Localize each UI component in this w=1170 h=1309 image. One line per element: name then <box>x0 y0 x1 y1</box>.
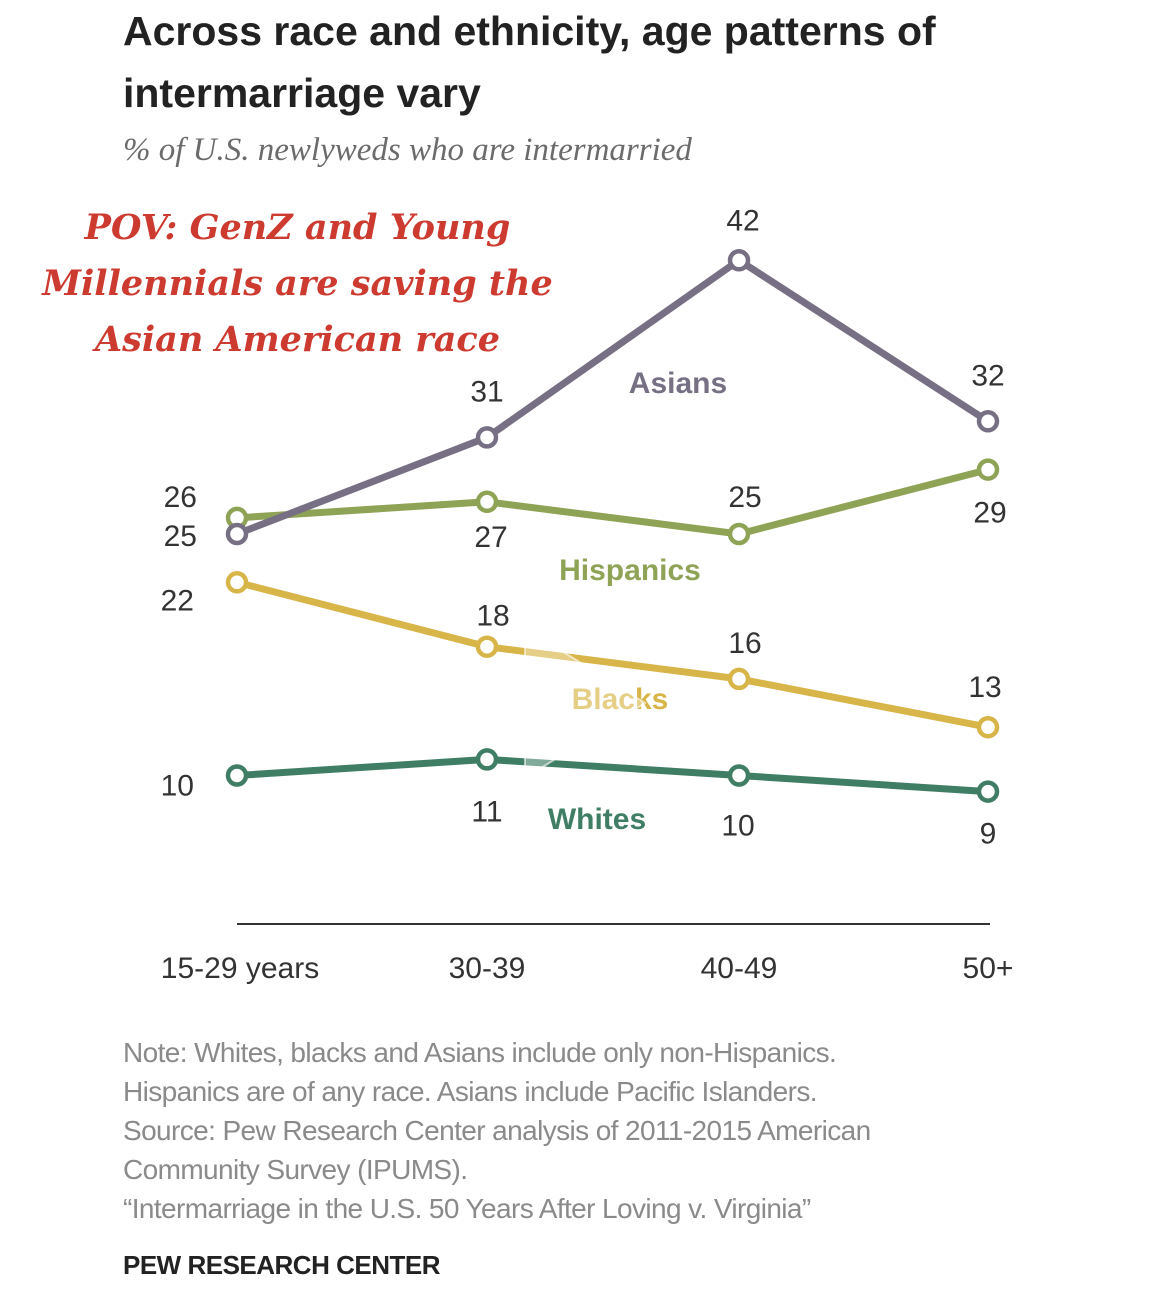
data-point <box>976 458 1000 481</box>
data-point <box>727 522 751 546</box>
data-label: 25 <box>728 481 761 514</box>
data-point <box>475 490 499 514</box>
chart-subtitle: % of U.S. newlyweds who are intermarried <box>123 132 692 168</box>
data-label: 10 <box>721 810 754 843</box>
series-line <box>233 466 992 538</box>
note-line: Community Survey (IPUMS). <box>123 1154 468 1185</box>
series-label: Hispanics <box>559 554 701 587</box>
data-point <box>976 715 1000 739</box>
data-point <box>225 571 249 594</box>
label-layer: 25 31 42 32 26 27 25 29 22 18 16 13 10 11 10 9 Asians His… <box>161 204 1014 985</box>
note-line: Source: Pew Research Center analysis of … <box>123 1115 871 1146</box>
data-label: 26 <box>164 481 197 514</box>
series-blacks <box>225 571 1000 739</box>
data-label: 32 <box>971 359 1004 392</box>
source-organization: PEW RESEARCH CENTER <box>123 1250 440 1280</box>
series-whites <box>225 748 1000 803</box>
line-chart: 25 31 42 32 26 27 25 29 22 18 16 13 10 11 10 9 Asians His… <box>161 204 1014 985</box>
data-label: 22 <box>161 584 194 617</box>
chart-note: Note: Whites, blacks and Asians include … <box>123 1033 871 1228</box>
data-point <box>225 764 249 787</box>
note-line: Note: Whites, blacks and Asians include … <box>123 1037 837 1068</box>
series-label: Asians <box>629 367 727 400</box>
series-line <box>233 578 992 731</box>
chart-title: Across race and ethnicity, age patterns … <box>123 8 936 116</box>
data-label: 16 <box>728 627 761 660</box>
data-label: 13 <box>968 671 1001 704</box>
play-icon[interactable] <box>520 623 650 783</box>
data-point <box>976 780 1000 803</box>
series-line <box>233 256 992 538</box>
data-point <box>475 426 499 449</box>
series-hispanics <box>225 458 1000 546</box>
data-point <box>976 410 1000 433</box>
series-layer <box>225 249 1000 803</box>
data-label: 29 <box>973 497 1006 530</box>
x-tick-label: 40-49 <box>701 952 778 985</box>
x-tick-label: 50+ <box>963 952 1014 985</box>
data-label: 27 <box>474 521 507 554</box>
data-point <box>225 522 249 546</box>
data-point <box>475 748 499 771</box>
note-line: “Intermarriage in the U.S. 50 Years Afte… <box>123 1193 811 1224</box>
data-point <box>727 249 751 272</box>
data-label: 10 <box>161 770 194 803</box>
series-label: Whites <box>548 803 646 836</box>
data-point <box>475 635 499 658</box>
note-line: Hispanics are of any race. Asians includ… <box>123 1076 818 1107</box>
x-tick-label: 30-39 <box>449 952 526 985</box>
data-label: 42 <box>726 204 759 237</box>
data-label: 9 <box>980 818 997 851</box>
overlay-caption: POV: GenZ and Young Millennials are savi… <box>42 207 553 360</box>
series-line <box>233 755 992 796</box>
data-label: 25 <box>164 520 197 553</box>
series-asians <box>225 249 1000 546</box>
data-label: 18 <box>476 600 509 633</box>
data-label: 11 <box>471 795 502 828</box>
x-tick-label: 15-29 years <box>161 952 319 985</box>
data-point <box>727 764 751 787</box>
data-point <box>727 667 751 691</box>
data-label: 31 <box>470 375 503 408</box>
